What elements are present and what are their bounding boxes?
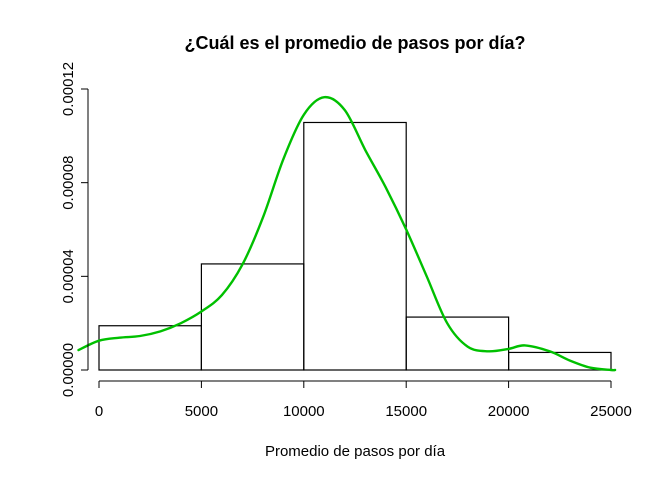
x-tick-label: 0 — [95, 403, 103, 420]
x-tick-label: 20000 — [488, 403, 530, 420]
y-tick-label: 0.00008 — [60, 156, 77, 210]
x-tick-label: 15000 — [385, 403, 427, 420]
histogram-bar-3 — [405, 316, 510, 371]
x-axis: 0 5000 10000 15000 20000 25000 — [95, 380, 632, 420]
y-tick-label: 0.00000 — [60, 343, 77, 397]
histogram-bars — [98, 121, 612, 371]
y-axis: 0.00000 0.00004 0.00008 0.00012 — [60, 62, 89, 397]
histogram-bar-4 — [508, 351, 612, 371]
x-tick-label: 5000 — [185, 403, 218, 420]
chart-title: ¿Cuál es el promedio de pasos por día? — [184, 33, 525, 53]
density-curve-group — [77, 95, 617, 372]
x-axis-label: Promedio de pasos por día — [265, 443, 446, 460]
y-tick-label: 0.00004 — [60, 249, 77, 303]
histogram-bar-0 — [98, 325, 203, 371]
y-tick-label: 0.00012 — [60, 62, 77, 116]
histogram-bar-2 — [303, 121, 407, 371]
x-tick-label: 10000 — [283, 403, 325, 420]
x-tick-label: 25000 — [590, 403, 632, 420]
histogram-bar-1 — [200, 263, 305, 371]
density-curve — [77, 95, 617, 372]
